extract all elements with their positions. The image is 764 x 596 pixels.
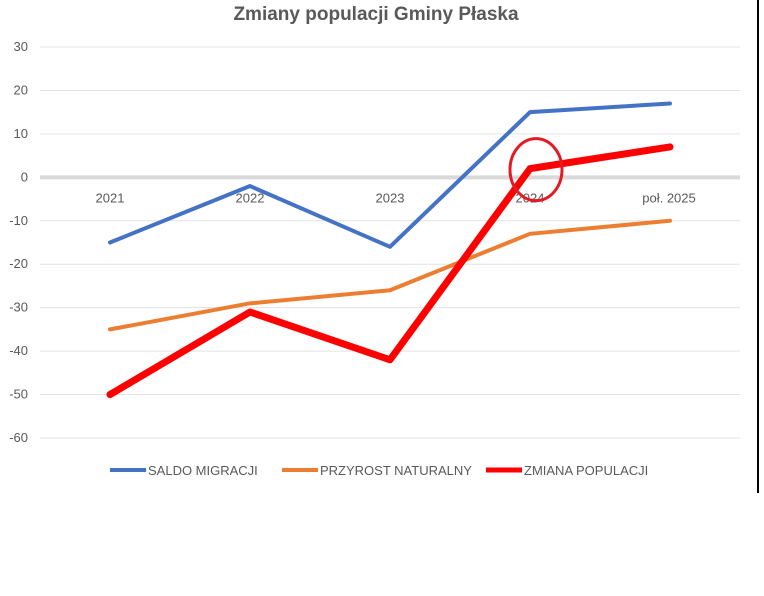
y-axis-ticks: 30 20 10 0 -10 -20 -30 -40 -50 -60 [9, 39, 28, 445]
highlight-circle [508, 137, 564, 203]
x-category-label: poł. 2025 [642, 190, 696, 205]
series-line-3 [106, 143, 674, 399]
y-tick-label: -20 [9, 256, 28, 271]
legend-label: ZMIANA POPULACJI [524, 463, 648, 478]
y-tick-label: 20 [14, 82, 28, 97]
y-tick-label: 0 [21, 169, 28, 184]
y-tick-label: 30 [14, 39, 28, 54]
x-category-label: 2023 [376, 190, 405, 205]
legend-label: PRZYROST NATURALNY [320, 463, 472, 478]
annotation-layer [508, 137, 564, 203]
chart-title: Zmiany populacji Gminy Płaska [233, 4, 519, 25]
y-tick-label: -10 [9, 213, 28, 228]
y-tick-label: -40 [9, 343, 28, 358]
legend-label: SALDO MIGRACJI [148, 463, 258, 478]
x-category-label: 2021 [96, 190, 125, 205]
x-axis-categories: 2021 2022 2023 2024 poł. 2025 [96, 190, 696, 205]
y-tick-label: 10 [14, 126, 28, 141]
series-lines [106, 101, 674, 399]
x-category-label: 2022 [236, 190, 265, 205]
legend: SALDO MIGRACJI PRZYROST NATURALNY ZMIANA P… [110, 463, 648, 478]
series-line-2 [108, 218, 672, 332]
gridlines [40, 46, 740, 439]
series-line-1 [108, 101, 672, 249]
y-tick-label: -60 [9, 430, 28, 445]
y-tick-label: -30 [9, 300, 28, 315]
y-tick-label: -50 [9, 387, 28, 402]
